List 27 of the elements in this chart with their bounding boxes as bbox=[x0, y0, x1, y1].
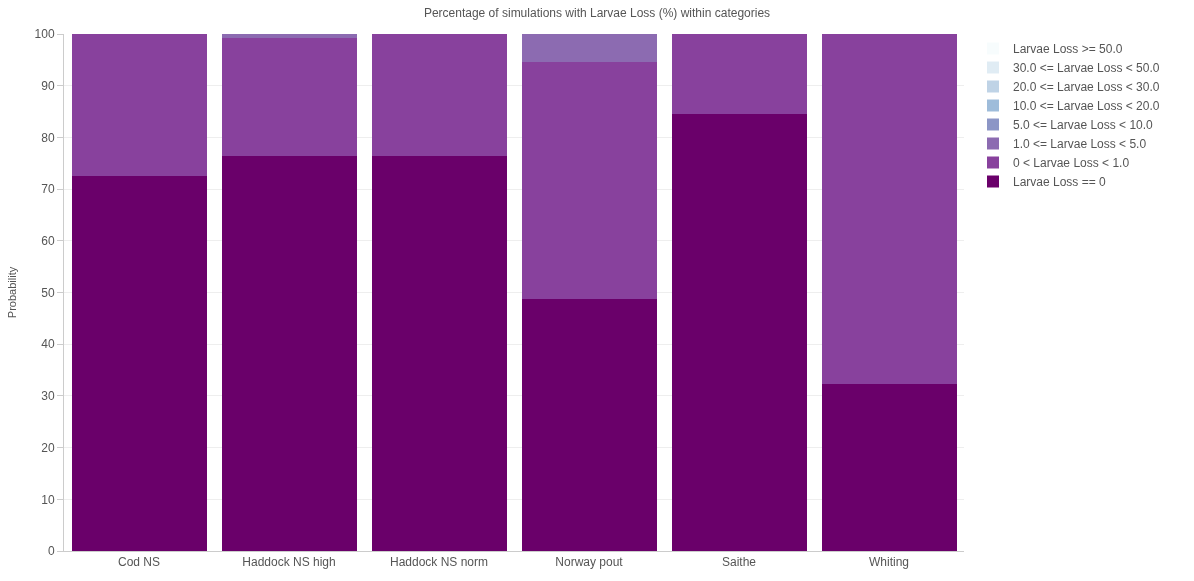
y-tick-label: 40 bbox=[41, 337, 55, 352]
y-tick-label: 20 bbox=[41, 440, 55, 455]
y-tick-label: 60 bbox=[41, 234, 55, 248]
y-tick-label: 30 bbox=[41, 389, 55, 404]
legend-label: 5.0 <= Larvae Loss < 10.0 bbox=[1013, 118, 1154, 133]
y-axis-title: Probability bbox=[6, 266, 19, 319]
legend-label: Larvae Loss >= 50.0 bbox=[1013, 42, 1123, 57]
x-tick-label: Haddock NS high bbox=[242, 555, 336, 570]
chart-title: Percentage of simulations with Larvae Loss (%) within categories bbox=[423, 6, 771, 21]
legend-label: Larvae Loss == 0 bbox=[1013, 175, 1107, 190]
y-tick-label: 90 bbox=[41, 78, 55, 93]
x-tick-label: Saithe bbox=[721, 555, 757, 570]
y-tick-label: 50 bbox=[41, 285, 55, 300]
legend-label: 10.0 <= Larvae Loss < 20.0 bbox=[1013, 99, 1160, 114]
y-tick-label: 10 bbox=[41, 492, 55, 507]
x-tick-label: Whiting bbox=[868, 555, 910, 570]
y-tick-label: 80 bbox=[41, 130, 55, 145]
x-tick-label: Cod NS bbox=[117, 555, 161, 570]
y-tick-label: 70 bbox=[41, 182, 55, 197]
legend-label: 0 < Larvae Loss < 1.0 bbox=[1013, 156, 1130, 171]
legend-label: 30.0 <= Larvae Loss < 50.0 bbox=[1013, 61, 1160, 76]
x-tick-label: Norway pout bbox=[555, 555, 624, 570]
legend-label: 20.0 <= Larvae Loss < 30.0 bbox=[1013, 80, 1160, 95]
legend-label: 1.0 <= Larvae Loss < 5.0 bbox=[1013, 137, 1147, 152]
y-tick-label: 0 bbox=[47, 544, 55, 559]
x-tick-label: Haddock NS norm bbox=[389, 555, 489, 570]
y-tick-label: 100 bbox=[34, 27, 55, 42]
